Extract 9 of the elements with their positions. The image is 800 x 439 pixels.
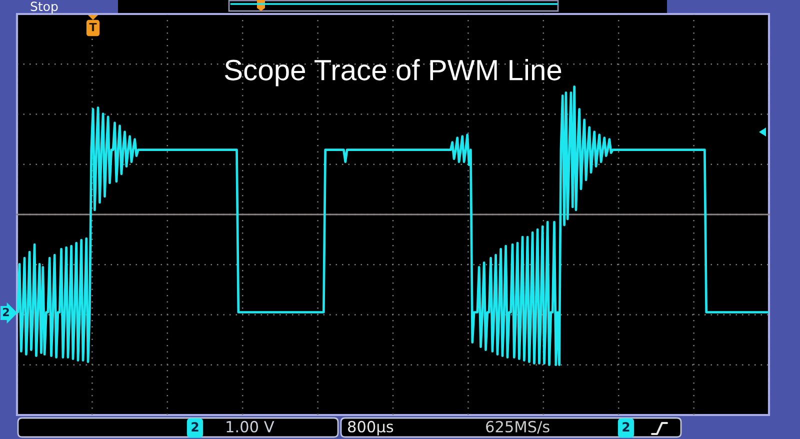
text: 1.00 V	[226, 420, 274, 432]
chart-title: Scope Trace of PWM Line	[224, 59, 562, 86]
text: 625MS/s	[486, 420, 550, 434]
text: 2	[622, 422, 630, 432]
text: 800µs	[348, 420, 394, 436]
text: T	[89, 22, 97, 32]
text: Stop	[30, 2, 58, 14]
text: 2	[3, 308, 9, 316]
text: 2	[192, 422, 198, 432]
